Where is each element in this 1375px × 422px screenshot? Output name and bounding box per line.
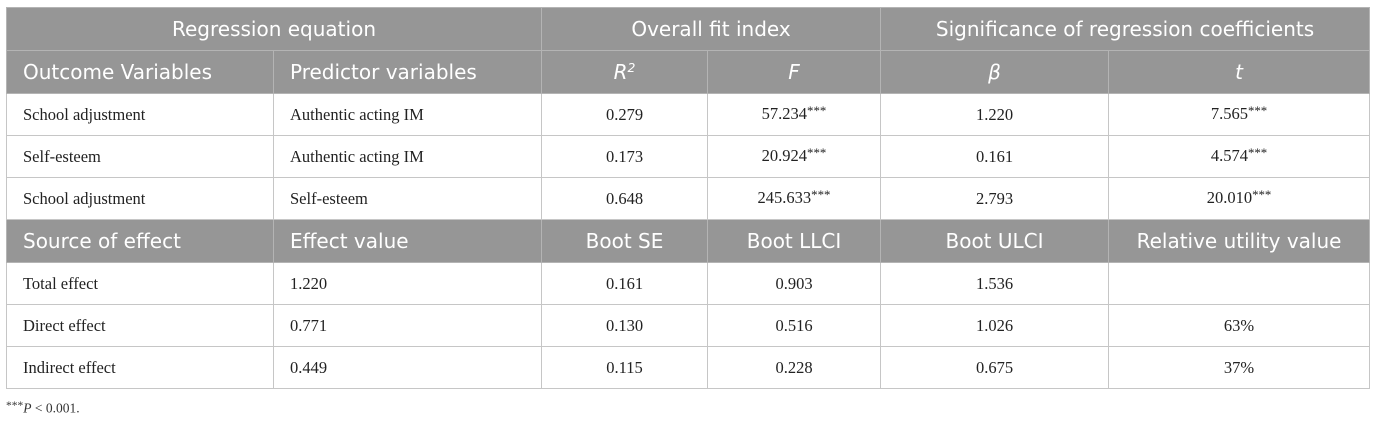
boot-se-cell: 0.130: [541, 304, 708, 347]
significance-stars: ***: [1247, 104, 1268, 119]
t-cell: 20.010***: [1108, 177, 1371, 220]
r2-cell: 0.648: [541, 177, 708, 220]
header-row-columns: Outcome Variables Predictor variables R2…: [6, 50, 1371, 94]
t-cell: 7.565***: [1108, 93, 1371, 136]
header-relative-utility: Relative utility value: [1108, 219, 1371, 263]
significance-stars: ***: [1247, 146, 1268, 161]
effect-value-cell: 0.771: [273, 304, 542, 347]
predictor-cell: Authentic acting IM: [273, 135, 542, 178]
header-boot-se: Boot SE: [541, 219, 708, 263]
header-row-effects: Source of effect Effect value Boot SE Bo…: [6, 219, 1371, 263]
significance-stars: ***: [807, 146, 827, 161]
boot-ulci-cell: 0.675: [880, 346, 1110, 389]
header-regression-equation: Regression equation: [6, 7, 542, 51]
boot-llci-cell: 0.516: [706, 304, 882, 347]
effect-row: Total effect 1.220 0.161 0.903 1.536: [6, 262, 1371, 305]
relative-utility-cell: 63%: [1108, 304, 1371, 347]
effect-row: Direct effect 0.771 0.130 0.516 1.026 63…: [6, 304, 1371, 347]
footnote-threshold: < 0.001.: [31, 400, 80, 416]
predictor-cell: Self-esteem: [273, 177, 542, 220]
f-cell: 57.234***: [706, 93, 882, 136]
footnote-p: P: [23, 400, 32, 416]
r2-cell: 0.279: [541, 93, 708, 136]
footnote-stars: ***: [6, 400, 24, 412]
table-footnote: ***P < 0.001.: [6, 400, 80, 416]
effect-value-cell: 0.449: [273, 346, 542, 389]
regression-mediation-table: Regression equation Overall fit index Si…: [6, 7, 1371, 389]
header-t: t: [1108, 50, 1371, 94]
header-row-groups: Regression equation Overall fit index Si…: [6, 7, 1371, 51]
header-significance: Significance of regression coefficients: [880, 7, 1371, 51]
header-boot-ulci: Boot ULCI: [880, 219, 1110, 263]
t-value: 7.565: [1210, 104, 1248, 124]
header-outcome-variables: Outcome Variables: [6, 50, 274, 94]
beta-cell: 0.161: [880, 135, 1110, 178]
header-effect-value: Effect value: [273, 219, 542, 263]
f-value: 20.924: [761, 146, 808, 166]
f-cell: 20.924***: [706, 135, 882, 178]
significance-stars: ***: [807, 104, 827, 119]
f-cell: 245.633***: [706, 177, 882, 220]
significance-stars: ***: [811, 188, 831, 203]
significance-stars: ***: [1252, 188, 1272, 203]
beta-cell: 1.220: [880, 93, 1110, 136]
r2-cell: 0.173: [541, 135, 708, 178]
source-cell: Total effect: [6, 262, 274, 305]
relative-utility-cell: [1108, 262, 1371, 305]
r-superscript: 2: [627, 60, 636, 76]
effect-row: Indirect effect 0.449 0.115 0.228 0.675 …: [6, 346, 1371, 389]
outcome-cell: School adjustment: [6, 93, 274, 136]
regression-row: School adjustment Self-esteem 0.648 245.…: [6, 177, 1371, 220]
header-boot-llci: Boot LLCI: [706, 219, 882, 263]
boot-llci-cell: 0.903: [706, 262, 882, 305]
outcome-cell: School adjustment: [6, 177, 274, 220]
t-value: 20.010: [1206, 188, 1253, 208]
source-cell: Indirect effect: [6, 346, 274, 389]
source-cell: Direct effect: [6, 304, 274, 347]
header-predictor-variables: Predictor variables: [273, 50, 542, 94]
regression-row: School adjustment Authentic acting IM 0.…: [6, 93, 1371, 136]
regression-row: Self-esteem Authentic acting IM 0.173 20…: [6, 135, 1371, 178]
header-beta: β: [880, 50, 1110, 94]
boot-se-cell: 0.161: [541, 262, 708, 305]
header-overall-fit-index: Overall fit index: [540, 7, 882, 51]
header-source-of-effect: Source of effect: [6, 219, 274, 263]
predictor-cell: Authentic acting IM: [273, 93, 542, 136]
relative-utility-cell: 37%: [1108, 346, 1371, 389]
f-value: 245.633: [757, 188, 812, 208]
f-value: 57.234: [761, 104, 808, 124]
effect-value-cell: 1.220: [273, 262, 542, 305]
boot-llci-cell: 0.228: [706, 346, 882, 389]
boot-ulci-cell: 1.026: [880, 304, 1110, 347]
boot-se-cell: 0.115: [541, 346, 708, 389]
t-cell: 4.574***: [1108, 135, 1371, 178]
r-letter: R: [613, 60, 628, 84]
outcome-cell: Self-esteem: [6, 135, 274, 178]
boot-ulci-cell: 1.536: [880, 262, 1110, 305]
beta-cell: 2.793: [880, 177, 1110, 220]
header-r-squared: R2: [541, 50, 708, 94]
header-f: F: [706, 50, 882, 94]
t-value: 4.574: [1210, 146, 1248, 166]
